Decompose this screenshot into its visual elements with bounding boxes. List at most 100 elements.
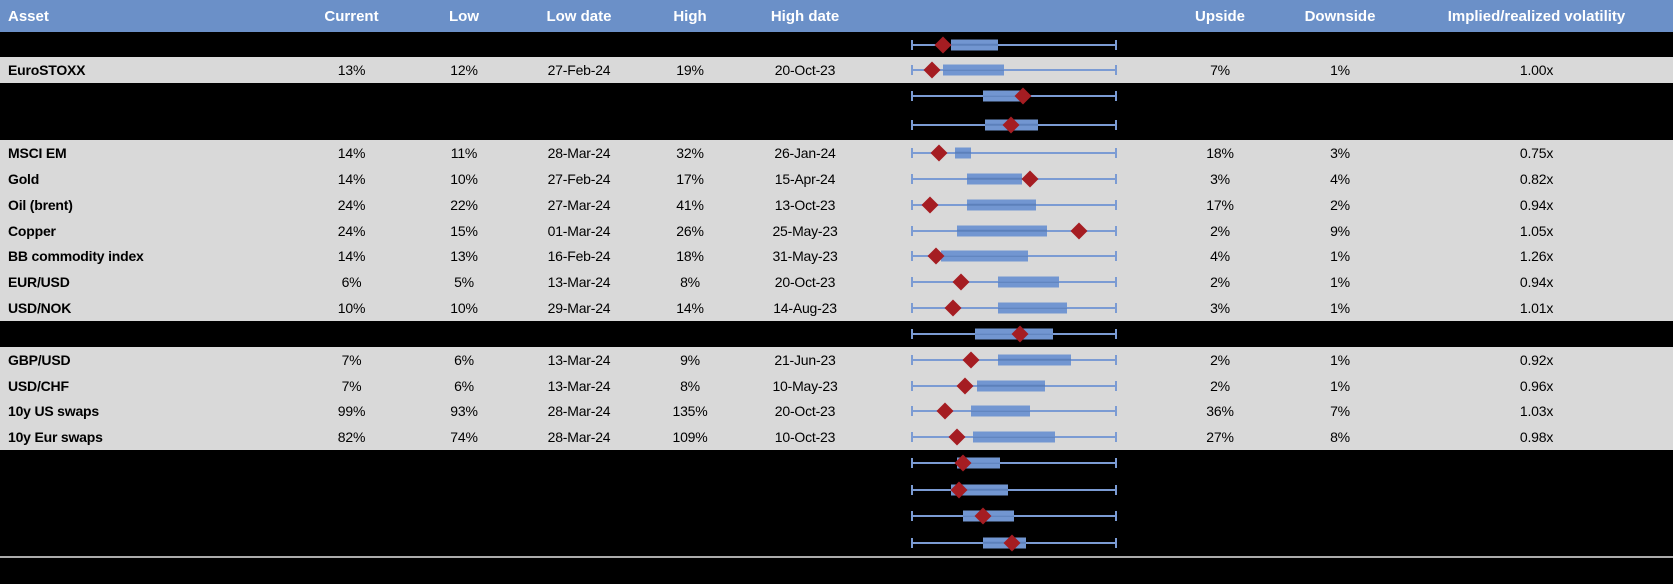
cell-low-date: 28-Mar-24 [547, 403, 611, 420]
cell-current: 7% [341, 377, 362, 394]
cell-downside: 1% [1330, 351, 1350, 368]
volatility-range-boxplot [911, 373, 1117, 399]
boxplot-left-cap [911, 432, 913, 443]
boxplot-whisker [912, 69, 1116, 71]
cell-high: 19% [676, 62, 704, 78]
boxplot-right-cap [1115, 329, 1117, 340]
redacted-row [0, 529, 1673, 557]
volatility-range-boxplot [911, 83, 1117, 109]
cell-downside: 3% [1330, 144, 1350, 161]
cell-asset: 10y US swaps [8, 403, 99, 420]
cell-upside: 3% [1210, 170, 1230, 187]
boxplot-whisker [912, 43, 1116, 46]
current-value-diamond-marker [952, 273, 970, 291]
boxplot-box [983, 90, 1027, 102]
boxplot-right-cap [1115, 380, 1117, 391]
cell-low-date: 27-Feb-24 [547, 170, 611, 187]
boxplot-right-cap [1115, 39, 1117, 50]
volatility-range-boxplot [911, 530, 1117, 557]
boxplot-left-cap [911, 277, 913, 288]
cell-asset: USD/NOK [8, 300, 72, 317]
cell-downside: 4% [1330, 170, 1350, 187]
cell-current: 6% [341, 274, 362, 291]
volatility-range-boxplot [911, 503, 1117, 530]
table-row-eur-usd: EUR/USD 6% 5% 13-Mar-24 8% 20-Oct-23 2% 1% 0.94x [0, 269, 1673, 296]
volatility-range-boxplot [911, 269, 1117, 295]
cell-upside: 7% [1210, 62, 1230, 78]
table-row-copper: Copper 24% 15% 01-Mar-24 26% 25-May-23 2% 9% 1.0… [0, 217, 1673, 244]
boxplot-left-cap [911, 458, 913, 469]
cell-asset: Oil (brent) [8, 196, 73, 213]
boxplot-box [956, 457, 1000, 469]
boxplot-box [956, 225, 1047, 236]
boxplot-right-cap [1115, 432, 1117, 443]
boxplot-right-cap [1115, 91, 1117, 101]
cell-low: 22% [450, 196, 478, 213]
volatility-range-boxplot [911, 399, 1117, 425]
cell-asset: EUR/USD [8, 274, 70, 291]
col-header-asset: Asset [8, 7, 49, 25]
cell-high: 14% [676, 300, 704, 317]
boxplot-box [973, 431, 1055, 443]
boxplot-right-cap [1115, 537, 1117, 548]
table-row-msci-em: MSCI EM 14% 11% 28-Mar-24 32% 26-Jan-24 18% 3% 0… [0, 140, 1673, 166]
cell-high-date: 26-Jan-24 [774, 144, 836, 161]
cell-high: 18% [676, 248, 704, 265]
cell-low-date: 28-Mar-24 [547, 144, 611, 161]
boxplot-box [954, 147, 972, 159]
current-value-diamond-marker [948, 428, 966, 446]
volatility-range-boxplot [911, 32, 1117, 57]
cell-high-date: 14-Aug-23 [773, 300, 837, 317]
col-header-current: Current [324, 7, 379, 25]
col-header-low-date: Low date [546, 7, 612, 25]
boxplot-left-cap [911, 251, 913, 262]
cell-high: 32% [676, 144, 704, 161]
cell-current: 14% [337, 248, 366, 265]
current-value-diamond-marker [934, 36, 952, 53]
cell-downside: 7% [1330, 403, 1350, 420]
cell-downside: 9% [1330, 222, 1350, 239]
boxplot-whisker [912, 462, 1116, 465]
cell-current: 7% [341, 351, 362, 368]
cell-current: 10% [337, 300, 366, 317]
cell-downside: 1% [1330, 377, 1350, 394]
table-row-gold: Gold 14% 10% 27-Feb-24 17% 15-Apr-24 3% 4% 0.82x [0, 165, 1673, 192]
redacted-row [0, 32, 1673, 57]
cell-low-date: 13-Mar-24 [547, 274, 611, 291]
cell-low-date: 27-Mar-24 [547, 196, 611, 213]
cell-upside: 18% [1206, 144, 1234, 161]
cell-low-date: 28-Mar-24 [547, 429, 611, 446]
boxplot-left-cap [911, 537, 913, 548]
cell-high: 109% [672, 429, 708, 446]
cell-asset: 10y Eur swaps [8, 429, 103, 446]
black-footer-row [0, 558, 1673, 584]
cell-low-date: 01-Mar-24 [547, 222, 611, 239]
current-value-diamond-marker [1021, 170, 1039, 188]
cell-implied-realized: 0.98x [1519, 429, 1554, 446]
boxplot-right-cap [1115, 251, 1117, 262]
cell-low: 15% [450, 222, 478, 239]
cell-low: 10% [450, 300, 478, 317]
cell-implied-realized: 0.94x [1519, 274, 1554, 291]
volatility-range-boxplot [911, 218, 1117, 244]
cell-asset: BB commodity index [8, 248, 144, 265]
cell-upside: 2% [1210, 274, 1230, 291]
boxplot-box [997, 302, 1068, 314]
cell-low: 12% [450, 62, 478, 78]
boxplot-box [997, 276, 1059, 288]
boxplot-right-cap [1115, 406, 1117, 417]
boxplot-left-cap [911, 329, 913, 340]
cell-current: 14% [337, 170, 366, 187]
volatility-range-boxplot [911, 243, 1117, 269]
redacted-row [0, 476, 1673, 504]
boxplot-left-cap [911, 65, 913, 75]
cell-implied-realized: 1.26x [1519, 248, 1554, 265]
cell-upside: 2% [1210, 222, 1230, 239]
volatility-range-boxplot [911, 192, 1117, 218]
boxplot-right-cap [1115, 65, 1117, 75]
table-row-10y-eur-swaps: 10y Eur swaps 82% 74% 28-Mar-24 109% 10-Oct-2… [0, 424, 1673, 451]
cell-high-date: 13-Oct-23 [774, 196, 836, 213]
current-value-diamond-marker [923, 61, 941, 79]
boxplot-right-cap [1115, 484, 1117, 495]
cell-low-date: 29-Mar-24 [547, 300, 611, 317]
